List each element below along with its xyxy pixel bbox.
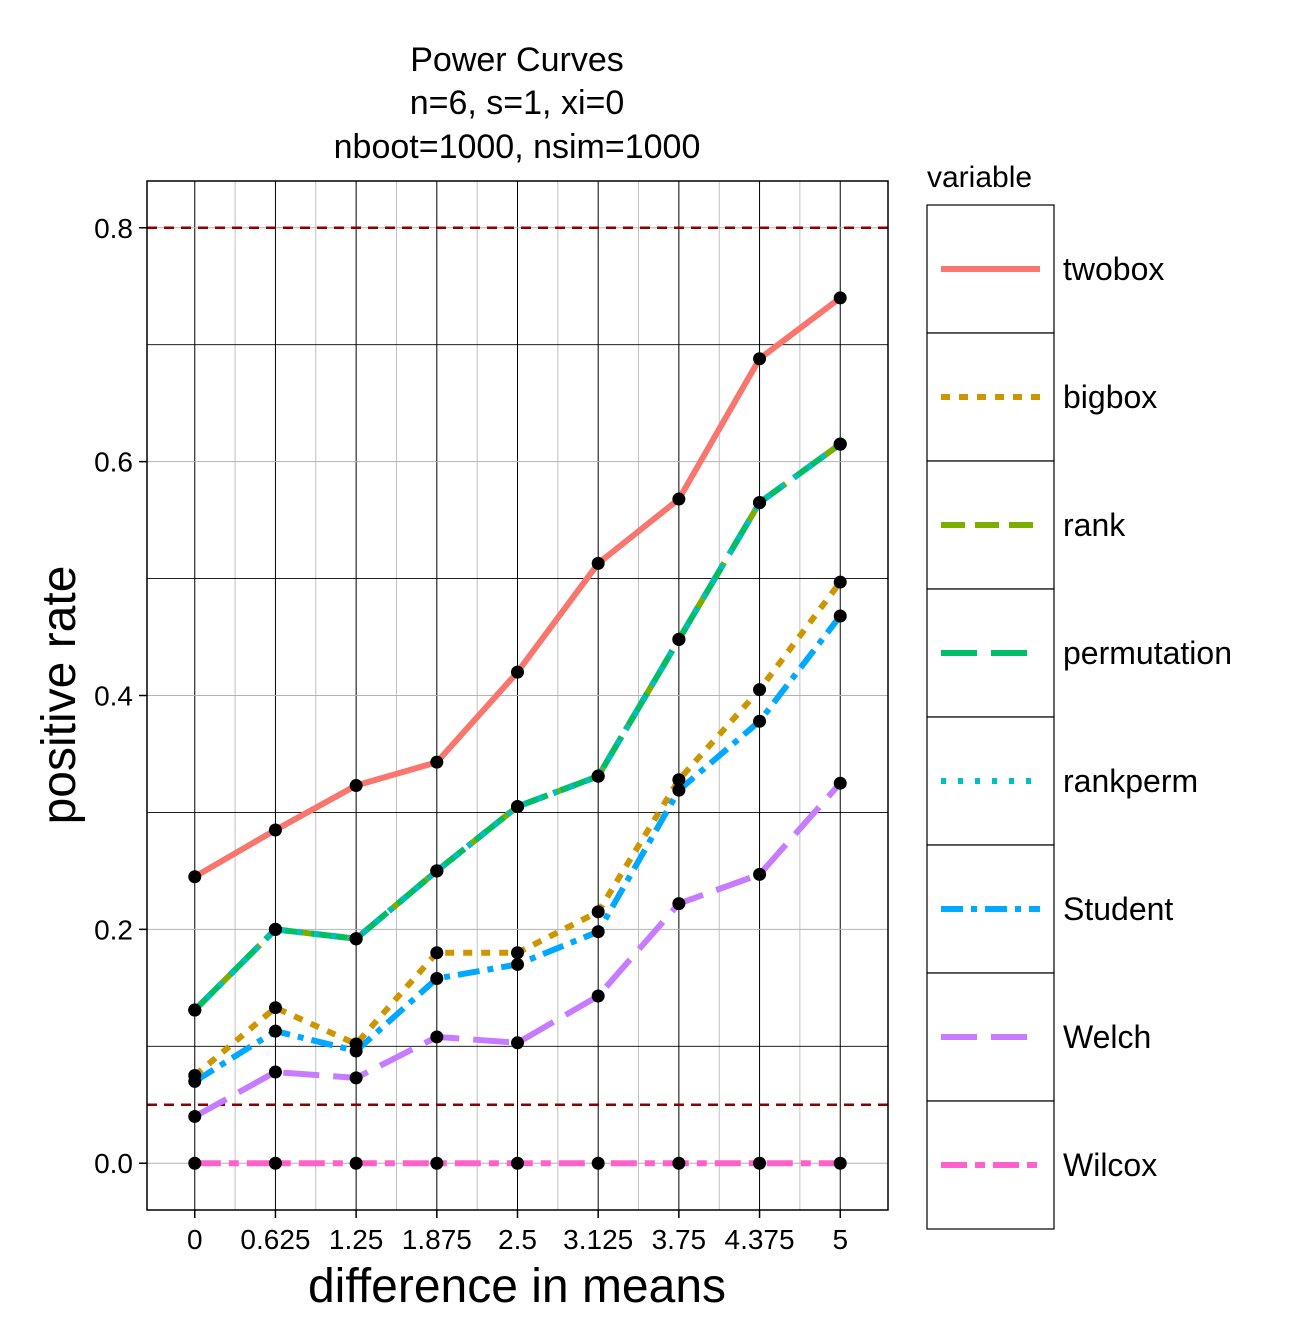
legend-label-rankperm: rankperm (1063, 763, 1198, 799)
x-tick-label: 2.5 (498, 1224, 537, 1255)
point-Wilcox (833, 1156, 847, 1170)
x-tick-label: 3.125 (563, 1224, 633, 1255)
legend-title: variable (927, 161, 1032, 194)
reference-lines (147, 226, 888, 1107)
point-rankperm (349, 932, 363, 946)
point-twobox (188, 870, 202, 884)
title-line-2: n=6, s=1, xi=0 (410, 84, 625, 122)
point-Wilcox (591, 1156, 605, 1170)
point-Wilcox (511, 1156, 524, 1170)
title-line-3: nboot=1000, nsim=1000 (334, 128, 701, 166)
x-axis-label: difference in means (308, 1260, 726, 1313)
series-line-Welch (193, 781, 843, 1120)
point-Welch (591, 989, 605, 1003)
x-tick-label: 1.875 (402, 1224, 472, 1255)
chart-title: Power Curves n=6, s=1, xi=0 nboot=1000, … (334, 41, 701, 166)
point-twobox (430, 755, 444, 769)
point-twobox (511, 665, 524, 679)
point-rankperm (753, 496, 767, 510)
legend-label-permutation: permutation (1063, 635, 1232, 671)
title-line-1: Power Curves (410, 41, 624, 79)
y-axis: 0.0 0.2 0.4 0.6 0.8 (94, 213, 147, 1179)
y-tick-label: 0.4 (94, 681, 133, 712)
point-bigbox (268, 1001, 282, 1015)
x-tick-label: 5 (832, 1224, 848, 1255)
point-Wilcox (349, 1156, 363, 1170)
point-twobox (753, 352, 767, 366)
point-bigbox (753, 683, 767, 697)
legend-label-Wilcox: Wilcox (1063, 1147, 1157, 1183)
point-bigbox (833, 575, 847, 589)
point-Welch (511, 1036, 524, 1050)
point-Welch (268, 1065, 282, 1079)
point-Wilcox (188, 1156, 202, 1170)
y-tick-label: 0.8 (94, 213, 133, 244)
point-bigbox (511, 946, 524, 960)
point-Student (349, 1044, 363, 1058)
y-tick-label: 0.0 (94, 1148, 133, 1179)
legend-label-Student: Student (1063, 891, 1173, 927)
point-rankperm (430, 864, 444, 878)
point-Welch (349, 1071, 363, 1085)
point-Wilcox (430, 1156, 444, 1170)
y-axis-label: positive rate (33, 566, 86, 825)
point-rankperm (672, 632, 686, 646)
point-Wilcox (753, 1156, 767, 1170)
point-twobox (833, 291, 847, 305)
point-Student (591, 925, 605, 939)
point-Welch (672, 897, 686, 911)
point-rankperm (511, 800, 524, 814)
point-Student (511, 957, 524, 971)
legend-label-rank: rank (1063, 507, 1126, 543)
legend-label-bigbox: bigbox (1063, 379, 1157, 415)
point-Welch (188, 1109, 202, 1123)
point-bigbox (430, 946, 444, 960)
point-Student (430, 971, 444, 985)
point-Welch (753, 867, 767, 881)
point-Student (188, 1074, 202, 1088)
point-twobox (268, 823, 282, 837)
point-rankperm (268, 922, 282, 936)
point-twobox (591, 556, 605, 570)
point-Welch (430, 1030, 444, 1044)
x-tick-label: 0.625 (240, 1224, 310, 1255)
point-Student (833, 609, 847, 623)
data-points (188, 291, 847, 1170)
y-tick-label: 0.6 (94, 447, 133, 478)
x-tick-label: 0 (187, 1224, 203, 1255)
point-rankperm (188, 1003, 202, 1017)
x-axis: 0 0.625 1.25 1.875 2.5 3.125 3.75 4.375 5 (187, 1210, 848, 1255)
legend-key-rankperm (926, 716, 1055, 846)
point-bigbox (591, 905, 605, 919)
point-Wilcox (268, 1156, 282, 1170)
x-tick-label: 4.375 (725, 1224, 795, 1255)
point-Student (672, 783, 686, 797)
legend: variable twobox bigbox rank permutation rank… (926, 161, 1232, 1230)
point-Student (268, 1024, 282, 1038)
legend-label-Welch: Welch (1063, 1019, 1151, 1055)
point-bigbox (672, 773, 686, 787)
point-Wilcox (672, 1156, 686, 1170)
point-rankperm (833, 437, 847, 451)
y-tick-label: 0.2 (94, 914, 133, 945)
legend-label-twobox: twobox (1063, 251, 1164, 287)
point-twobox (672, 492, 686, 506)
x-tick-label: 1.25 (329, 1224, 384, 1255)
x-tick-label: 3.75 (652, 1224, 707, 1255)
point-twobox (349, 779, 363, 793)
point-Welch (833, 776, 847, 790)
point-Student (753, 714, 767, 728)
point-rankperm (591, 769, 605, 783)
